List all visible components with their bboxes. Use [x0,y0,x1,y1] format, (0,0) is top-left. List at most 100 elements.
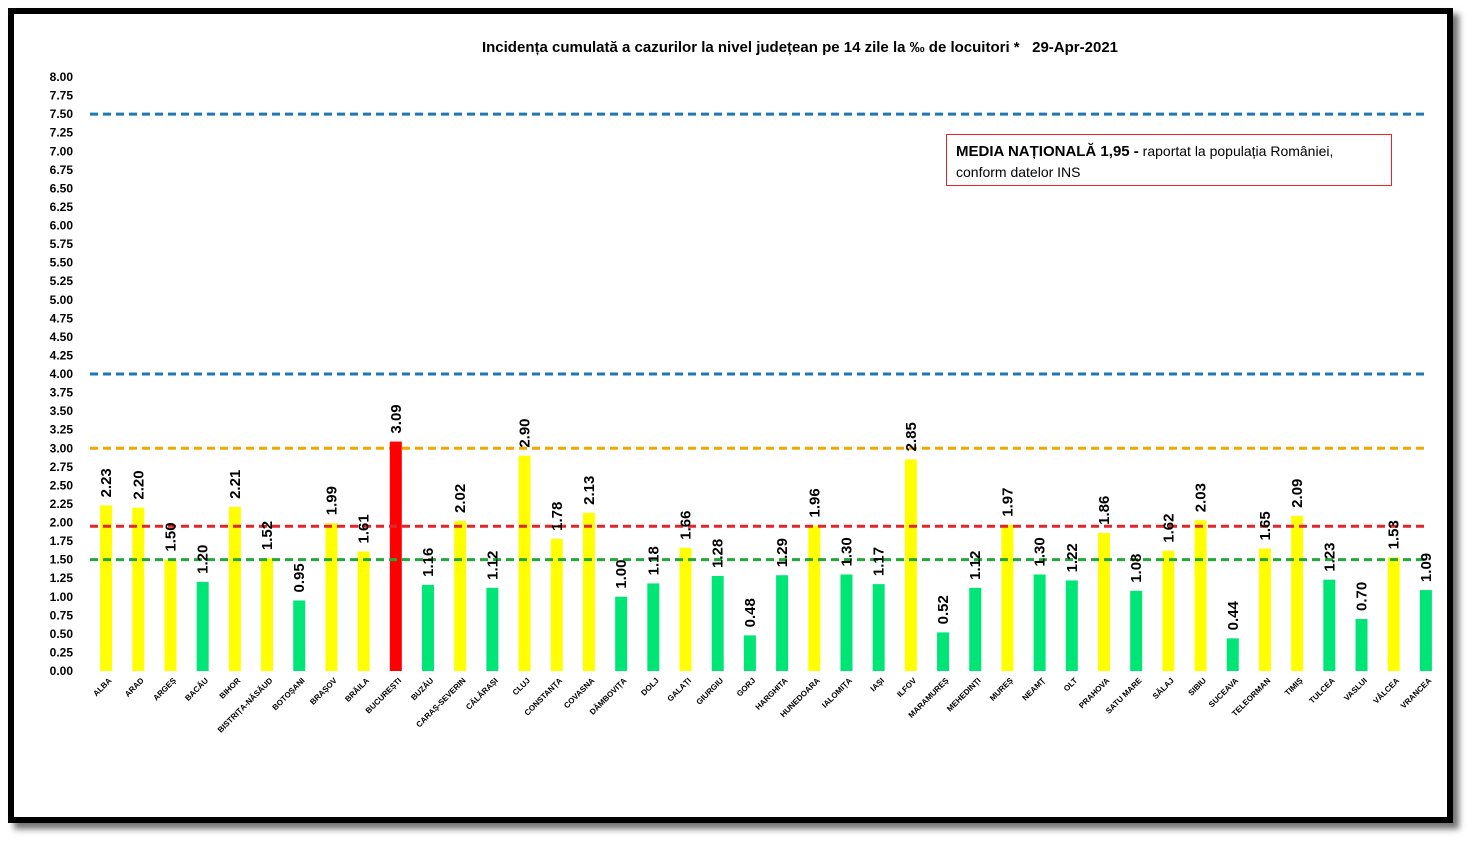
y-tick-label: 3.50 [50,404,74,418]
category-label: VRANCEA [1399,676,1433,710]
category-label: OLT [1062,676,1079,693]
bar-bihor [228,506,241,671]
y-tick-label: 6.00 [50,219,74,233]
category-label: CLUJ [511,676,532,697]
reference-lines [90,112,1426,450]
value-label: 1.30 [1032,537,1049,566]
bar-olt [1065,580,1078,671]
value-label: 1.62 [1160,514,1177,543]
y-tick-label: 3.25 [50,423,74,437]
y-tick-label: 5.50 [50,256,74,270]
national-average-legend: MEDIA NAȚIONALĂ 1,95 - raportat la popul… [946,134,1392,186]
value-label: 0.52 [935,595,952,624]
category-label: BISTRIȚA-NĂSĂUD [216,676,275,735]
category-label: BOTOȘANI [271,676,307,712]
category-label: TIMIȘ [1283,676,1305,698]
value-label: 1.30 [838,537,855,566]
value-label: 2.90 [517,418,534,447]
value-label: 2.13 [581,476,598,505]
y-tick-label: 3.00 [50,441,74,455]
bar-cluj [518,455,531,671]
bars [100,441,1432,671]
bar-alba [100,505,113,671]
category-label: SUCEAVA [1207,676,1240,709]
y-tick-label: 5.25 [50,274,74,288]
value-label: 0.44 [1225,600,1242,630]
bar-vaslui [1355,619,1368,671]
bar-galați [679,547,692,671]
bar-brăila [357,551,370,671]
bar-vrancea [1419,590,1432,671]
value-label: 2.21 [227,470,244,499]
y-tick-label: 6.25 [50,200,74,214]
value-label: 0.70 [1354,582,1371,611]
y-tick-label: 1.50 [50,553,74,567]
bar-bucurești [389,441,402,671]
value-label: 1.97 [999,488,1016,517]
y-tick-label: 2.75 [50,460,74,474]
value-label: 1.52 [259,521,276,550]
y-tick-label: 6.50 [50,181,74,195]
value-label: 1.18 [645,546,662,575]
category-label: BRĂILA [343,676,371,704]
bar-dolj [647,583,660,671]
value-label: 1.28 [710,539,727,568]
bar-bistrița-năsăud [261,558,274,671]
category-label: ARAD [123,676,146,699]
category-label: ARGEȘ [151,676,178,703]
category-label: MUREȘ [988,676,1015,703]
bar-harghita [776,575,789,671]
bar-maramureș [937,632,950,671]
category-label: NEAMȚ [1021,676,1048,703]
value-label: 1.20 [195,545,212,574]
value-label: 1.65 [1257,511,1274,540]
value-label: 1.86 [1096,496,1113,525]
bar-covasna [582,512,595,671]
bar-neamț [1033,574,1046,671]
value-label: 1.12 [484,551,501,580]
bar-constanța [550,538,563,671]
y-tick-label: 4.00 [50,367,74,381]
category-label: VÂLCEA [1372,676,1402,706]
bar-gorj [743,635,756,671]
category-label: COVASNA [562,676,596,710]
bar-vâlcea [1387,557,1400,671]
value-label: 1.12 [967,551,984,580]
value-label: 1.99 [323,486,340,515]
value-label: 2.09 [1289,479,1306,508]
value-label: 0.95 [291,563,308,592]
value-label: 3.09 [388,404,405,433]
y-tick-label: 5.00 [50,293,74,307]
category-label: BUZĂU [409,676,435,702]
value-label: 2.85 [903,422,920,451]
value-label: 1.50 [162,522,179,551]
bar-mehedinți [969,587,982,671]
y-tick-label: 6.75 [50,163,74,177]
category-label: SIBIU [1187,676,1209,698]
value-label: 1.09 [1418,553,1435,582]
bar-giurgiu [711,575,724,671]
reference-lines-front [90,524,1426,562]
bar-mureș [1001,524,1014,671]
y-tick-label: 2.00 [50,516,74,530]
value-label: 1.29 [774,538,791,567]
value-label: 2.23 [98,468,115,497]
category-label: GORJ [735,676,757,698]
y-tick-label: 0.75 [50,608,74,622]
category-label: MEHEDINȚI [945,676,982,713]
category-label: GALAȚI [666,676,693,703]
bar-hunedoara [808,525,821,671]
y-tick-label: 1.75 [50,534,74,548]
y-tick-label: 7.25 [50,126,74,140]
y-tick-label: 2.25 [50,497,74,511]
value-label: 1.78 [549,502,566,531]
bar-suceava [1226,638,1239,671]
category-label: ILFOV [895,676,918,699]
value-label: 1.08 [1128,554,1145,583]
bar-bacău [196,581,209,671]
value-label: 1.23 [1321,542,1338,571]
value-label: 1.16 [420,548,437,577]
value-label: 2.20 [130,470,147,499]
bar-sibiu [1194,520,1207,671]
